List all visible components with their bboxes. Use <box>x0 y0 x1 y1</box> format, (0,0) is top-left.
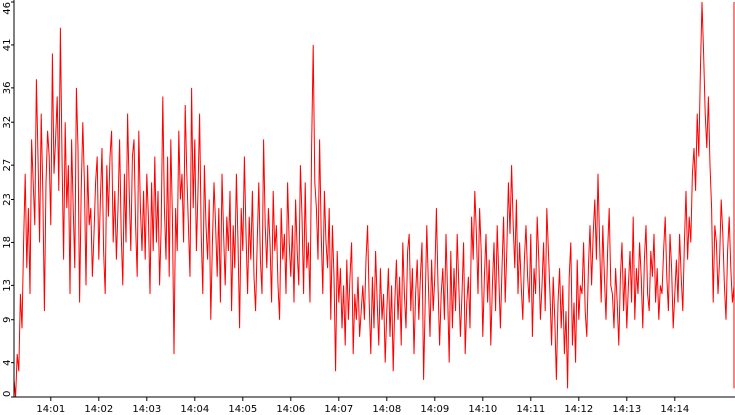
x-tick-label: 14:04 <box>180 404 209 415</box>
x-tick-label: 14:08 <box>372 404 401 415</box>
y-tick-label: 32 <box>2 116 13 129</box>
y-tick-label: 13 <box>2 279 13 292</box>
x-tick-label: 14:12 <box>564 404 593 415</box>
x-tick-label: 14:05 <box>228 404 257 415</box>
x-tick-label: 14:09 <box>420 404 449 415</box>
y-axis-ticks: 0 4 9 13 18 23 27 32 36 41 46 <box>2 1 14 398</box>
x-tick-label: 14:02 <box>84 404 113 415</box>
y-tick-label: 36 <box>2 82 13 95</box>
y-tick-label: 18 <box>2 236 13 249</box>
x-tick-label: 14:10 <box>468 404 497 415</box>
y-tick-label: 27 <box>2 159 13 172</box>
x-tick-label: 14:03 <box>132 404 161 415</box>
x-tick-label: 14:14 <box>660 404 689 415</box>
y-tick-label: 41 <box>2 39 13 52</box>
y-tick-label: 46 <box>2 2 13 15</box>
x-tick-label: 14:07 <box>324 404 353 415</box>
x-axis-ticks: 14:01 14:02 14:03 14:04 14:05 14:06 14:07 14:08… <box>36 397 689 415</box>
series-line <box>13 1 735 398</box>
y-tick-label: 23 <box>2 193 13 206</box>
x-tick-label: 14:01 <box>36 404 65 415</box>
y-tick-label: 4 <box>2 359 13 365</box>
y-tick-label: 0 <box>2 391 13 397</box>
y-tick-label: 9 <box>2 317 13 323</box>
x-tick-label: 14:06 <box>276 404 305 415</box>
x-tick-label: 14:11 <box>516 404 545 415</box>
x-tick-label: 14:13 <box>612 404 641 415</box>
